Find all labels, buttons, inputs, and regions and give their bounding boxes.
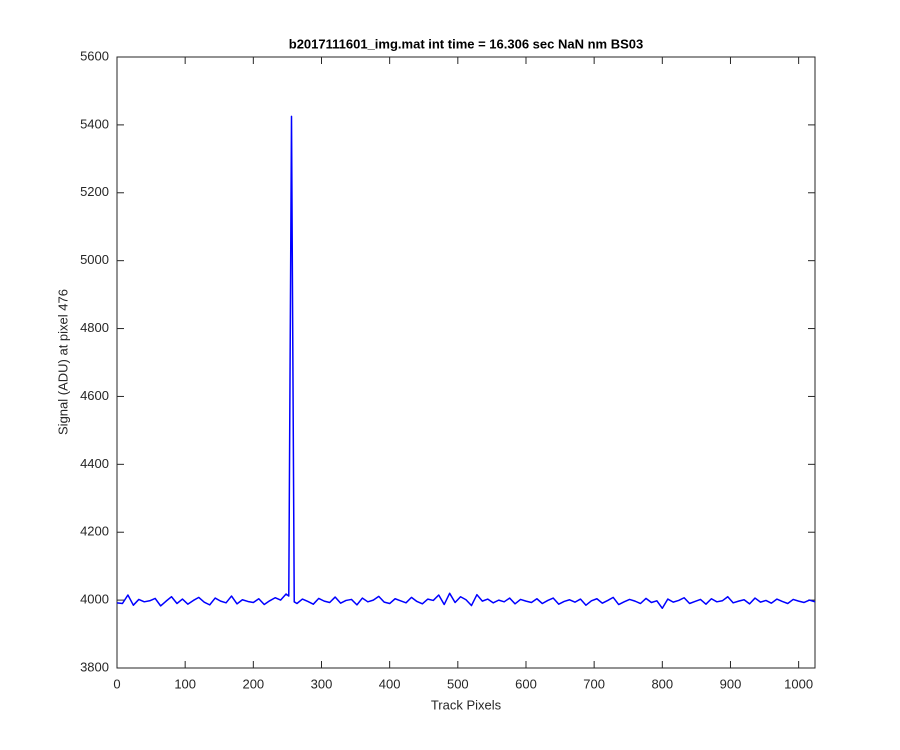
chart-title: b2017111601_img.mat int time = 16.306 se… [289,36,643,51]
x-tick-label: 500 [447,676,469,691]
y-tick-label: 4400 [80,456,109,471]
signal-line [116,115,816,610]
y-tick-label: 3800 [80,659,109,674]
axes-box [116,56,816,669]
y-tick-label: 4600 [80,388,109,403]
y-tick-label: 5200 [80,184,109,199]
y-tick-label: 5400 [80,116,109,131]
x-tick-label: 0 [113,676,120,691]
x-tick-label: 400 [379,676,401,691]
x-tick-label: 300 [311,676,333,691]
y-tick-label: 5600 [80,48,109,63]
y-tick-label: 4200 [80,524,109,539]
y-tick-label: 5000 [80,252,109,267]
y-tick-label: 4800 [80,320,109,335]
x-tick-label: 900 [720,676,742,691]
x-axis-label: Track Pixels [431,697,502,712]
x-tick-label: 200 [242,676,264,691]
x-tick-label: 800 [651,676,673,691]
x-tick-label: 600 [515,676,537,691]
y-tick-label: 4000 [80,592,109,607]
x-tick-label: 100 [174,676,196,691]
y-axis-label: Signal (ADU) at pixel 476 [55,289,70,435]
x-tick-label: 1000 [784,676,813,691]
x-tick-label: 700 [583,676,605,691]
